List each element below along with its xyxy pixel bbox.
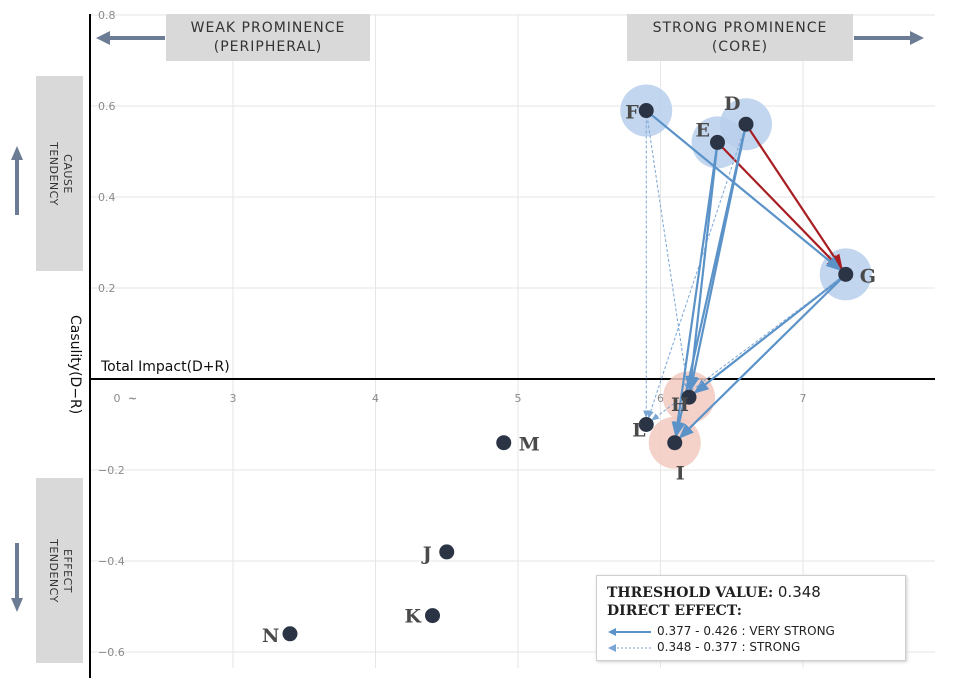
dashed-arrow-icon [608, 643, 651, 652]
y-tick-label: 0.4 [98, 191, 116, 204]
point-i [667, 435, 683, 451]
point-f [638, 103, 654, 119]
arrow-d-to-l [647, 124, 747, 419]
point-d [738, 116, 754, 132]
point-l [638, 417, 654, 432]
arrow-g-to-h [693, 273, 847, 394]
x-tick-label: 6 [657, 392, 664, 405]
x-tick-label: 5 [515, 392, 522, 405]
point-label-j: J [421, 543, 432, 565]
direct-effect-label: DIRECT EFFECT: [607, 603, 742, 619]
x-axis-label: Total Impact(D+R) [100, 359, 230, 375]
y-tick-label: 0.6 [98, 100, 116, 113]
left-region-arrow [96, 31, 165, 45]
point-k [425, 608, 440, 624]
threshold-line: THRESHOLD VALUE: 0.348 [607, 583, 821, 601]
effect-tendency-line1: EFFECT [60, 548, 74, 593]
cause-tendency-line2: TENDENCY [46, 141, 60, 206]
legend-row-strong: 0.348 - 0.377 : STRONG [607, 640, 800, 654]
point-label-k: K [405, 606, 423, 628]
arrow-e-to-g [716, 141, 842, 271]
up-region-arrow [11, 146, 23, 215]
right-region-arrow [854, 31, 924, 45]
threshold-label: THRESHOLD VALUE: [607, 585, 774, 601]
cause-tendency-box: CAUSE TENDENCY [36, 76, 83, 271]
x-tick-label: 4 [372, 392, 379, 405]
x-tick-label: 7 [800, 392, 807, 405]
threshold-value: 0.348 [777, 583, 821, 601]
point-label-h: H [671, 394, 689, 416]
point-label-n: N [262, 625, 279, 647]
axis-break-symbol: ~ [128, 392, 137, 405]
point-label-d: D [724, 93, 740, 115]
strong-prominence-box: STRONG PROMINENCE (CORE) [627, 14, 853, 61]
arrow-g-to-i [678, 273, 847, 439]
point-n [282, 626, 298, 642]
legend: THRESHOLD VALUE: 0.348 DIRECT EFFECT: 0.… [596, 575, 906, 661]
point-h [681, 389, 697, 405]
y-tick-label: −0.2 [98, 464, 125, 477]
arrow-e-to-i [671, 142, 719, 438]
y-tick-label: −0.4 [98, 555, 125, 568]
weak-prominence-box: WEAK PROMINENCE (PERIPHERAL) [166, 14, 370, 61]
point-label-l: L [632, 420, 645, 442]
point-m [496, 435, 512, 451]
point-label-i: I [676, 463, 685, 485]
point-g [838, 266, 854, 282]
y-tick-label: 0.2 [98, 282, 116, 295]
point-j [439, 544, 455, 560]
arrow-f-to-h [645, 110, 691, 392]
down-region-arrow [11, 543, 23, 612]
weak-prominence-subtitle: (PERIPHERAL) [213, 38, 323, 55]
legend-row-very-strong: 0.377 - 0.426 : VERY STRONG [607, 624, 835, 638]
strong-prominence-title: STRONG PROMINENCE [652, 19, 828, 36]
x-tick-label: 0 [114, 392, 121, 405]
y-tick-label: 0.8 [98, 9, 116, 22]
effect-tendency-box: EFFECT TENDENCY [36, 478, 83, 663]
weak-prominence-title: WEAK PROMINENCE [190, 19, 346, 36]
x-tick-label: 3 [230, 392, 237, 405]
legend-strong-text: 0.348 - 0.377 : STRONG [657, 640, 801, 654]
strong-prominence-subtitle: (CORE) [711, 38, 769, 55]
point-label-m: M [519, 434, 540, 456]
arrow-e-to-h [685, 142, 719, 392]
solid-arrow-icon [608, 627, 651, 636]
y-tick-label: −0.6 [98, 646, 125, 659]
y-axis-label: Casulity(D−R) [67, 315, 83, 414]
point-label-f: F [625, 102, 639, 124]
effect-tendency-line2: TENDENCY [46, 538, 60, 603]
point-e [710, 134, 725, 150]
arrow-f-to-g [645, 109, 842, 271]
point-label-e: E [696, 119, 710, 141]
arrow-d-to-g [745, 123, 843, 270]
legend-very-strong-text: 0.377 - 0.426 : VERY STRONG [657, 624, 835, 638]
point-label-g: G [860, 265, 876, 287]
cause-tendency-line1: CAUSE [60, 153, 74, 194]
